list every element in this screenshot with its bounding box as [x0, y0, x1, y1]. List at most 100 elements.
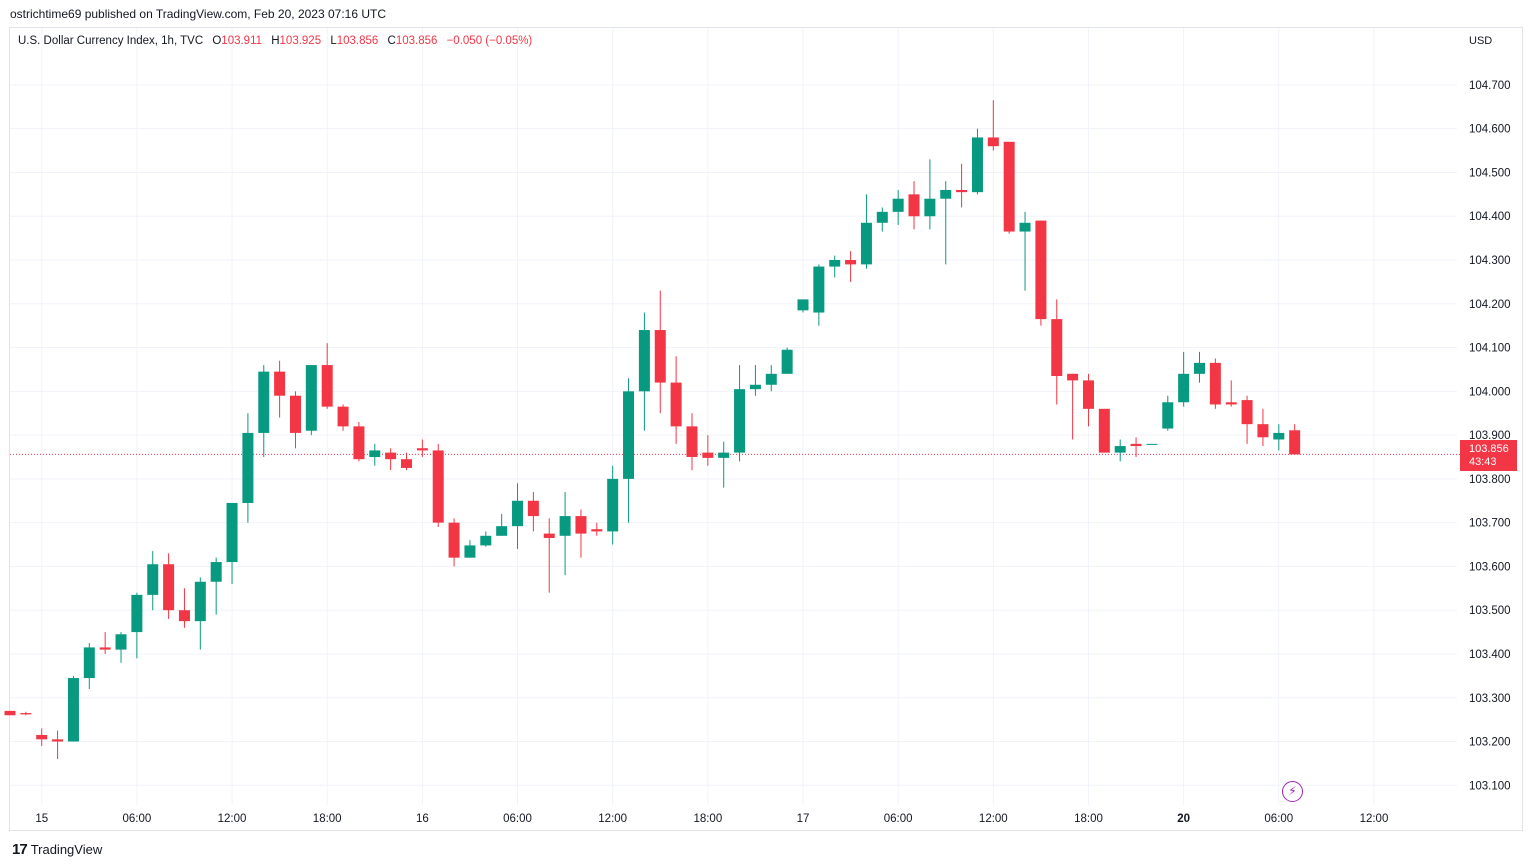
price-tick-label: 104.100: [1469, 343, 1511, 355]
candle-body: [226, 502, 238, 563]
legend-high-value: 103.925: [279, 35, 322, 47]
candle: [860, 194, 872, 269]
candle-body: [1194, 362, 1205, 374]
candle: [432, 443, 444, 528]
candle-body: [527, 500, 539, 517]
candle: [289, 391, 301, 449]
candle: [845, 251, 857, 282]
candle: [401, 452, 412, 471]
candle-body: [1257, 424, 1269, 438]
candle: [702, 435, 714, 466]
candle: [654, 290, 666, 414]
candle: [956, 163, 968, 208]
candle: [83, 643, 95, 689]
last-price-tag: 103.856 43:43: [1460, 440, 1517, 471]
candle-body: [147, 564, 159, 595]
candle-body: [860, 222, 872, 265]
candle-body: [765, 373, 777, 385]
price-tick-label: 103.500: [1469, 605, 1511, 617]
candle-body: [543, 533, 555, 538]
candle-body: [1019, 222, 1031, 232]
candle-body: [274, 371, 286, 396]
candle: [226, 502, 238, 584]
currency-label[interactable]: USD: [1469, 35, 1493, 47]
candle-body: [1273, 432, 1285, 440]
time-tick-label: 20: [1177, 813, 1190, 825]
candle-body: [940, 189, 952, 199]
candle: [940, 181, 952, 265]
candle: [305, 365, 317, 436]
candle: [1098, 408, 1110, 453]
candle: [321, 343, 333, 409]
candle-body: [734, 389, 746, 453]
candle-body: [892, 198, 904, 212]
candle: [337, 404, 349, 431]
candle-body: [448, 522, 460, 558]
candle-body: [194, 581, 206, 622]
candle-body: [52, 739, 64, 742]
candle-body: [1082, 380, 1094, 409]
candle: [575, 509, 587, 558]
candle: [559, 492, 571, 576]
time-tick-label: 16: [416, 813, 429, 825]
candle-body: [987, 137, 999, 147]
candle: [1003, 141, 1015, 234]
candle: [1241, 395, 1253, 444]
candle-body: [1130, 443, 1142, 447]
candle: [464, 540, 476, 558]
candle-body: [464, 545, 476, 558]
candle-body: [1178, 373, 1190, 403]
candle: [749, 365, 761, 396]
candle-body: [480, 535, 492, 546]
candles: [4, 100, 1301, 760]
candle-body: [36, 734, 48, 740]
candle: [36, 728, 48, 746]
candle-body: [670, 382, 682, 427]
legend-high-label: H: [271, 35, 280, 47]
candle: [670, 356, 682, 444]
candle-body: [654, 330, 666, 383]
candle-body: [20, 713, 32, 715]
price-tick-label: 103.100: [1469, 780, 1511, 792]
candle: [734, 365, 746, 462]
candle-body: [321, 365, 333, 407]
candle-body: [1241, 400, 1253, 425]
candle-body: [369, 450, 381, 457]
candle-body: [289, 395, 301, 433]
candle: [1019, 211, 1031, 291]
time-tick-label: 18:00: [313, 813, 342, 825]
candle-body: [1114, 446, 1126, 453]
candle-body: [432, 450, 444, 523]
legend-open-value: 103.911: [221, 35, 263, 47]
candle: [369, 443, 381, 466]
candle: [813, 264, 825, 326]
candle: [1289, 424, 1301, 455]
candle-body: [971, 137, 983, 193]
candle: [512, 483, 524, 549]
candle: [971, 128, 983, 195]
candle: [210, 557, 222, 615]
candle-body: [1051, 319, 1063, 377]
candle-body: [829, 260, 841, 267]
price-tick-label: 104.600: [1469, 124, 1511, 136]
time-tick-label: 06:00: [503, 813, 532, 825]
candle-body: [1098, 408, 1110, 453]
lightning-bolt-icon[interactable]: ⚡: [1282, 781, 1303, 802]
time-tick-label: 06:00: [122, 813, 151, 825]
candle: [99, 632, 111, 654]
candle-body: [1003, 141, 1015, 232]
candle-body: [178, 610, 190, 622]
candle: [131, 592, 143, 659]
candle-body: [749, 384, 761, 390]
candle-body: [623, 391, 635, 479]
candle-body: [512, 500, 524, 527]
candle: [876, 207, 888, 232]
time-tick-label: 12:00: [218, 813, 247, 825]
tradingview-logo[interactable]: 17 TradingView: [12, 841, 102, 858]
candle-body: [1209, 362, 1221, 405]
candle-body: [1067, 373, 1079, 381]
candle-body: [1035, 220, 1047, 320]
candle: [1114, 439, 1126, 462]
price-tick-label: 104.500: [1469, 167, 1511, 179]
